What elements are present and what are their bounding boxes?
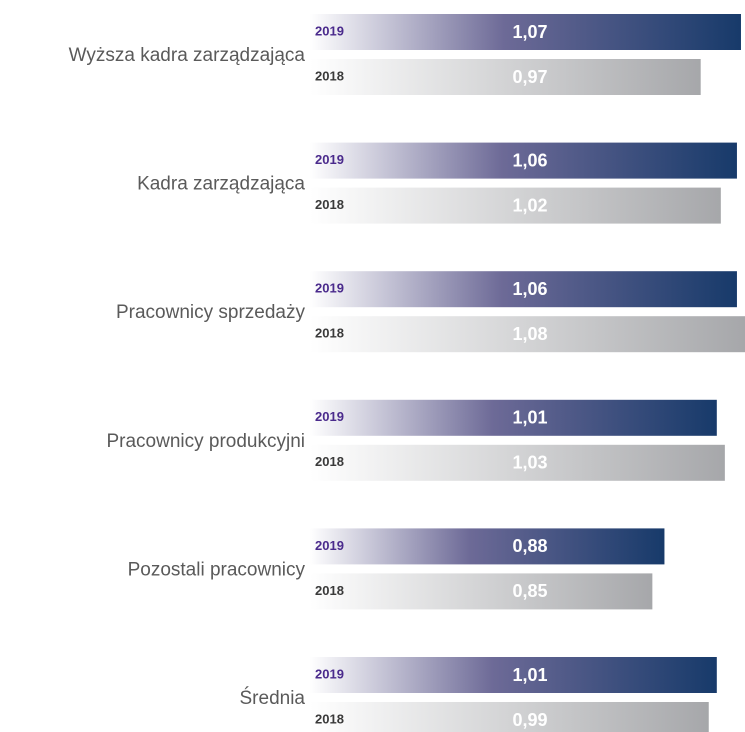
value-label: 1,01 xyxy=(512,665,547,685)
category-label: Pracownicy produkcyjni xyxy=(106,431,305,452)
bar xyxy=(310,14,741,50)
bar xyxy=(310,657,717,693)
series-label: 2019 xyxy=(315,152,344,167)
series-label: 2019 xyxy=(315,666,344,681)
series-label: 2018 xyxy=(315,711,344,726)
series-label: 2019 xyxy=(315,281,344,296)
value-label: 1,01 xyxy=(512,408,547,428)
value-label: 1,06 xyxy=(512,150,547,170)
value-label: 0,97 xyxy=(512,67,547,87)
category-label: Pracownicy sprzedaży xyxy=(116,302,306,323)
bar xyxy=(310,271,737,308)
value-label: 1,07 xyxy=(512,22,547,42)
value-label: 0,88 xyxy=(512,536,547,556)
value-label: 0,99 xyxy=(512,710,547,730)
bar xyxy=(310,444,725,481)
value-label: 1,02 xyxy=(512,195,547,215)
series-label: 2018 xyxy=(315,583,344,598)
value-label: 1,06 xyxy=(512,279,547,299)
category-label: Kadra zarządzająca xyxy=(137,174,305,195)
bar xyxy=(310,187,721,224)
series-label: 2019 xyxy=(315,409,344,424)
category-label: Średnia xyxy=(240,687,306,709)
bar xyxy=(310,316,745,353)
bar xyxy=(310,702,709,732)
value-label: 1,03 xyxy=(512,453,547,473)
series-label: 2018 xyxy=(315,326,344,341)
bar xyxy=(310,573,653,610)
category-label: Pozostali pracownicy xyxy=(128,559,306,580)
value-label: 1,08 xyxy=(512,324,547,344)
series-label: 2018 xyxy=(315,454,344,469)
series-label: 2019 xyxy=(315,23,344,38)
category-label: Wyższa kadra zarządzająca xyxy=(69,45,306,66)
series-label: 2018 xyxy=(315,197,344,212)
series-label: 2019 xyxy=(315,538,344,553)
bar xyxy=(310,399,717,436)
bar xyxy=(310,142,737,179)
series-label: 2018 xyxy=(315,68,344,83)
value-label: 0,85 xyxy=(512,581,547,601)
bar xyxy=(310,59,701,95)
bar xyxy=(310,528,665,565)
